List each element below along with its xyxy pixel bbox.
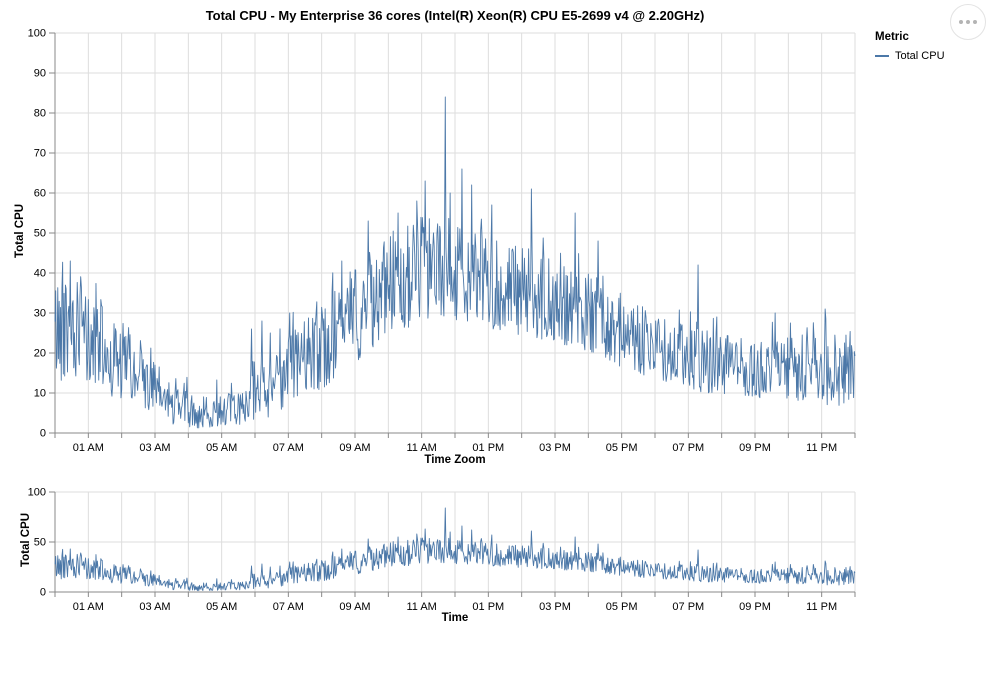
x-tick-label: 09 PM [739, 601, 771, 613]
x-tick-label: 07 AM [273, 442, 304, 454]
main-x-axis-title: Time Zoom [424, 454, 486, 466]
y-tick-label: 10 [34, 388, 46, 400]
x-tick-label: 03 PM [539, 601, 571, 613]
y-tick-label: 100 [28, 487, 46, 499]
x-tick-label: 05 AM [206, 601, 237, 613]
x-tick-label: 01 PM [472, 601, 504, 613]
x-tick-label: 05 PM [606, 601, 638, 613]
x-tick-label: 05 PM [606, 442, 638, 454]
y-tick-label: 40 [34, 268, 46, 280]
x-tick-label: 03 PM [539, 442, 571, 454]
x-tick-label: 09 AM [339, 601, 370, 613]
y-tick-label: 50 [34, 537, 46, 549]
x-tick-label: 03 AM [139, 442, 170, 454]
y-tick-label: 20 [34, 348, 46, 360]
ellipsis-icon [973, 20, 977, 24]
overview-x-axis-title: Time [441, 612, 469, 624]
x-tick-label: 11 AM [406, 442, 436, 454]
y-tick-label: 30 [34, 308, 46, 320]
y-tick-label: 80 [34, 108, 46, 120]
legend: Metric Total CPU [875, 31, 945, 62]
x-tick-label: 05 AM [206, 442, 237, 454]
legend-title: Metric [875, 31, 909, 43]
x-tick-label: 11 PM [806, 601, 837, 613]
main-y-axis-title: Total CPU [14, 203, 26, 259]
y-tick-label: 0 [40, 428, 46, 440]
overview-y-axis-title: Total CPU [20, 512, 32, 568]
x-tick-label: 01 AM [73, 442, 104, 454]
x-tick-label: 01 AM [73, 601, 104, 613]
line-swatch-icon [875, 55, 889, 57]
legend-item-label: Total CPU [895, 50, 945, 62]
y-tick-label: 100 [28, 28, 46, 40]
ellipsis-icon [959, 20, 963, 24]
x-tick-label: 09 PM [739, 442, 771, 454]
actions-menu-button[interactable] [950, 4, 986, 40]
x-tick-label: 11 PM [806, 442, 837, 454]
legend-item-total-cpu: Total CPU [875, 50, 945, 62]
chart-title: Total CPU - My Enterprise 36 cores (Inte… [205, 8, 705, 23]
total-cpu-line [54, 96, 856, 429]
y-tick-label: 60 [34, 188, 46, 200]
x-tick-label: 01 PM [472, 442, 504, 454]
total-cpu-line [54, 507, 856, 592]
x-tick-label: 07 PM [672, 442, 704, 454]
y-tick-label: 70 [34, 148, 46, 160]
overview-brush-area[interactable] [55, 492, 855, 592]
ellipsis-icon [966, 20, 970, 24]
x-tick-label: 11 AM [406, 601, 436, 613]
y-tick-label: 0 [40, 587, 46, 599]
x-tick-label: 09 AM [339, 442, 370, 454]
x-tick-label: 07 PM [672, 601, 704, 613]
y-tick-label: 50 [34, 228, 46, 240]
y-tick-label: 90 [34, 68, 46, 80]
x-tick-label: 03 AM [139, 601, 170, 613]
x-tick-label: 07 AM [273, 601, 304, 613]
main-plot-area[interactable] [55, 33, 855, 433]
